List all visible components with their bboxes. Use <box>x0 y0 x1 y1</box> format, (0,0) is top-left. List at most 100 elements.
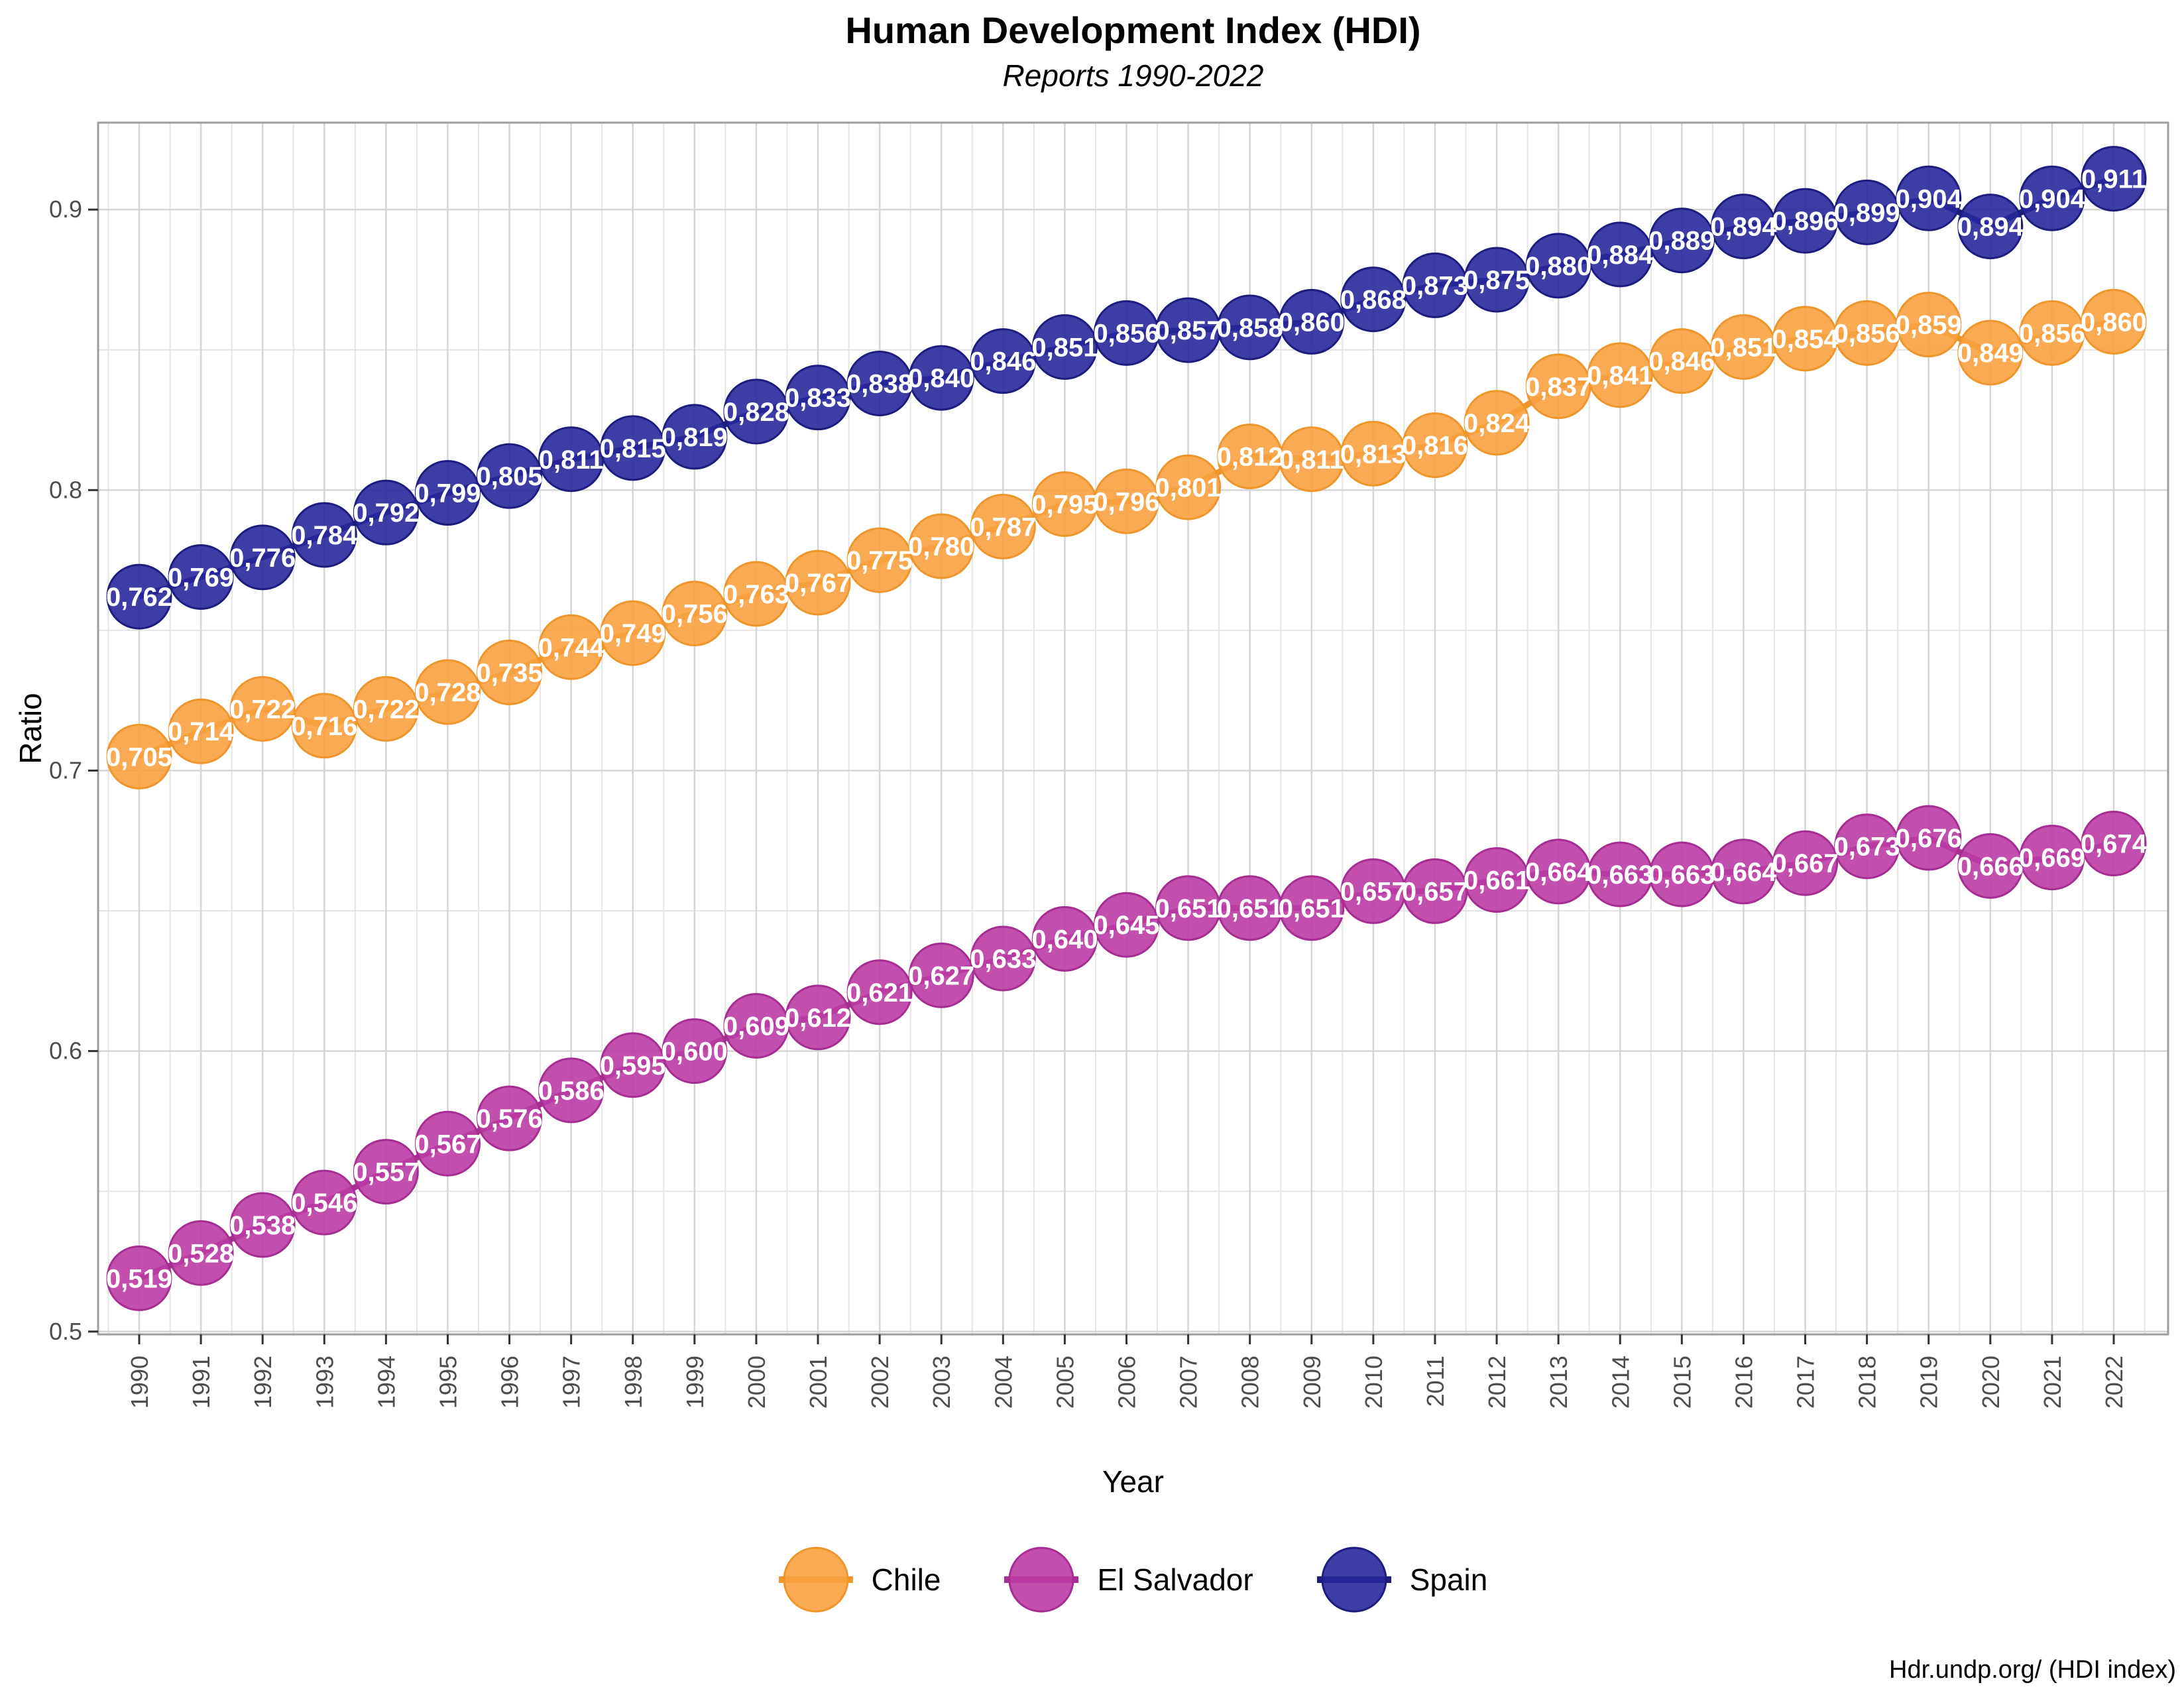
point-label-el-salvador: 0,674 <box>2081 829 2148 858</box>
data-point-el-salvador <box>168 1220 234 1286</box>
x-tick-label: 1998 <box>620 1356 647 1409</box>
y-tick-label: 0.5 <box>49 1318 82 1345</box>
data-point-chile <box>168 698 234 764</box>
point-label-spain: 0,769 <box>168 563 234 593</box>
data-point-chile <box>600 600 666 666</box>
point-label-spain: 0,899 <box>1834 198 1900 227</box>
x-tick-label: 1995 <box>434 1356 461 1409</box>
data-point-spain <box>1587 221 1653 288</box>
data-point-chile <box>908 513 974 579</box>
point-label-spain: 0,851 <box>1031 333 1098 363</box>
panel-border <box>97 121 2169 1336</box>
x-tick-label: 1992 <box>249 1356 276 1409</box>
point-label-el-salvador: 0,557 <box>353 1158 419 1187</box>
x-tick-label: 2019 <box>1916 1356 1943 1409</box>
data-point-chile <box>414 659 481 725</box>
point-label-chile: 0,728 <box>414 678 481 707</box>
point-label-chile: 0,846 <box>1648 347 1715 377</box>
data-point-spain <box>2081 146 2147 212</box>
point-label-spain: 0,833 <box>785 384 851 413</box>
y-tick-label: 0.8 <box>49 476 82 503</box>
data-point-chile <box>538 614 604 680</box>
x-tick-label: 2006 <box>1114 1356 1141 1409</box>
data-point-el-salvador <box>1094 892 1159 958</box>
point-label-el-salvador: 0,651 <box>1279 894 1345 923</box>
point-label-spain: 0,904 <box>1896 184 1963 213</box>
x-tick-label: 2005 <box>1051 1356 1078 1409</box>
data-point-spain <box>1834 179 1900 245</box>
point-label-el-salvador: 0,673 <box>1834 833 1900 862</box>
point-label-el-salvador: 0,567 <box>414 1130 481 1159</box>
x-tick-label: 2008 <box>1237 1356 1264 1409</box>
point-label-el-salvador: 0,621 <box>846 978 913 1008</box>
y-tick-label: 0.9 <box>49 196 82 223</box>
point-label-spain: 0,880 <box>1525 252 1591 281</box>
x-tick-label: 2020 <box>1977 1356 2004 1409</box>
point-label-el-salvador: 0,651 <box>1155 894 1222 923</box>
point-label-el-salvador: 0,612 <box>785 1004 851 1033</box>
point-label-spain: 0,894 <box>1957 213 2024 242</box>
data-point-spain <box>1340 266 1407 333</box>
data-point-spain <box>1957 194 2024 260</box>
point-label-el-salvador: 0,538 <box>229 1211 296 1240</box>
point-label-chile: 0,775 <box>846 546 913 575</box>
point-label-spain: 0,873 <box>1402 271 1468 300</box>
data-point-spain <box>1031 314 1098 380</box>
data-point-chile <box>785 550 851 616</box>
x-tick-label: 2018 <box>1854 1356 1881 1409</box>
point-label-el-salvador: 0,666 <box>1957 852 2024 881</box>
data-point-chile <box>229 675 296 742</box>
point-label-spain: 0,792 <box>353 498 419 528</box>
data-point-chile <box>661 581 728 647</box>
point-label-el-salvador: 0,657 <box>1340 877 1407 906</box>
point-label-spain: 0,799 <box>414 479 481 508</box>
data-point-spain <box>106 563 172 630</box>
data-point-spain <box>785 365 851 431</box>
x-tick-label: 2017 <box>1792 1356 1819 1409</box>
point-label-spain: 0,819 <box>661 423 728 452</box>
legend-key-svg <box>778 1546 853 1613</box>
point-label-el-salvador: 0,676 <box>1896 824 1962 853</box>
point-label-el-salvador: 0,519 <box>106 1264 172 1293</box>
point-label-chile: 0,816 <box>1402 432 1468 461</box>
point-label-chile: 0,795 <box>1031 490 1098 519</box>
point-label-chile: 0,716 <box>291 712 357 741</box>
data-point-chile <box>353 675 419 742</box>
x-tick-label: 2002 <box>866 1356 893 1409</box>
point-label-spain: 0,838 <box>846 370 913 399</box>
point-label-chile: 0,849 <box>1957 339 2024 368</box>
data-point-el-salvador <box>2019 825 2085 891</box>
data-point-chile <box>2081 288 2147 355</box>
x-tick-label: 1991 <box>188 1356 215 1409</box>
legend-label: El Salvador <box>1097 1562 1253 1597</box>
chart-subtitle: Reports 1990-2022 <box>1002 58 1264 93</box>
legend-key-circle-icon <box>1004 1543 1079 1617</box>
data-point-spain <box>353 479 419 546</box>
point-label-spain: 0,815 <box>600 434 666 463</box>
point-label-chile: 0,859 <box>1896 311 1962 340</box>
point-label-el-salvador: 0,528 <box>168 1239 234 1268</box>
point-label-chile: 0,854 <box>1772 325 1839 354</box>
x-tick-label: 1993 <box>311 1356 338 1409</box>
point-label-chile: 0,860 <box>2081 308 2147 337</box>
point-label-chile: 0,811 <box>1279 445 1344 475</box>
point-label-chile: 0,787 <box>970 512 1036 542</box>
data-point-chile <box>846 527 913 593</box>
legend-key-svg <box>1316 1546 1391 1613</box>
point-label-spain: 0,875 <box>1464 266 1530 295</box>
point-label-chile: 0,735 <box>477 658 543 687</box>
y-tick-label: 0.6 <box>49 1037 82 1065</box>
point-label-el-salvador: 0,645 <box>1093 911 1159 940</box>
x-tick-label: 2001 <box>805 1356 832 1409</box>
data-point-el-salvador <box>1772 830 1839 896</box>
x-tick-label: 1994 <box>373 1356 400 1409</box>
point-label-el-salvador: 0,651 <box>1217 894 1283 923</box>
point-label-el-salvador: 0,664 <box>1525 858 1592 887</box>
x-axis-title: Year <box>1102 1464 1164 1499</box>
point-label-chile: 0,837 <box>1525 373 1591 402</box>
point-label-chile: 0,749 <box>600 619 666 648</box>
x-tick-label: 1996 <box>496 1356 524 1409</box>
data-point-el-salvador <box>1279 875 1345 941</box>
point-label-spain: 0,896 <box>1772 207 1838 236</box>
